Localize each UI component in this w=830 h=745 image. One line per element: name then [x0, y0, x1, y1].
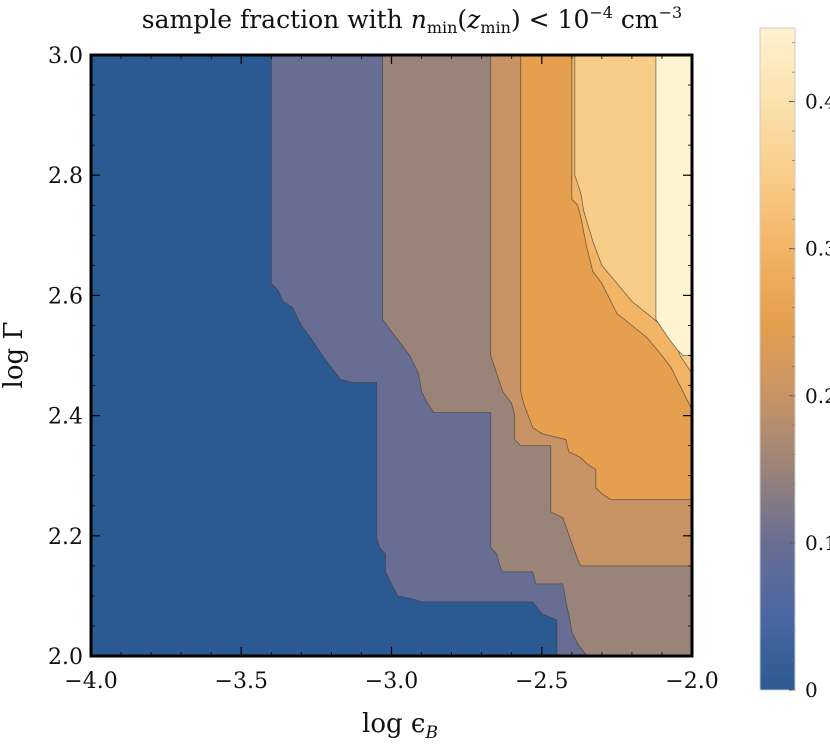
- x-tick-label: −2.5: [515, 669, 568, 694]
- colorbar-tick-label: 0.3: [805, 237, 830, 261]
- colorbar-tick-label: 0.1: [805, 531, 830, 555]
- y-axis: 2.0 2.2 2.4 2.6 2.8 3.0: [48, 44, 692, 670]
- y-axis-label: log Γ: [0, 322, 29, 389]
- y-tick-label: 2.0: [48, 645, 83, 670]
- contour-fills: [91, 55, 692, 656]
- contour-level-0.35-0.4: [655, 55, 692, 356]
- colorbar-tick-label: 0.2: [805, 384, 830, 408]
- x-tick-label: −3.0: [365, 669, 418, 694]
- colorbar-ticks: 0 0.1 0.2 0.3 0.4: [789, 42, 830, 702]
- y-tick-label: 2.6: [48, 284, 83, 309]
- y-tick-label: 2.2: [48, 525, 83, 550]
- y-tick-label: 2.4: [48, 405, 83, 430]
- y-tick-label: 2.8: [48, 164, 83, 189]
- y-tick-label: 3.0: [48, 44, 83, 69]
- x-tick-label: −2.0: [665, 669, 718, 694]
- x-axis-label: log ϵB: [362, 709, 438, 743]
- x-tick-label: −3.5: [215, 669, 268, 694]
- x-tick-label: −4.0: [64, 669, 117, 694]
- x-axis: −4.0 −3.5 −3.0 −2.5 −2.0: [64, 55, 719, 694]
- colorbar-tick-label: 0: [805, 678, 818, 702]
- chart-title: sample fraction with nmin(zmin) < 10−4 c…: [142, 3, 682, 37]
- colorbar: [759, 27, 796, 691]
- colorbar-tick-label: 0.4: [805, 90, 830, 114]
